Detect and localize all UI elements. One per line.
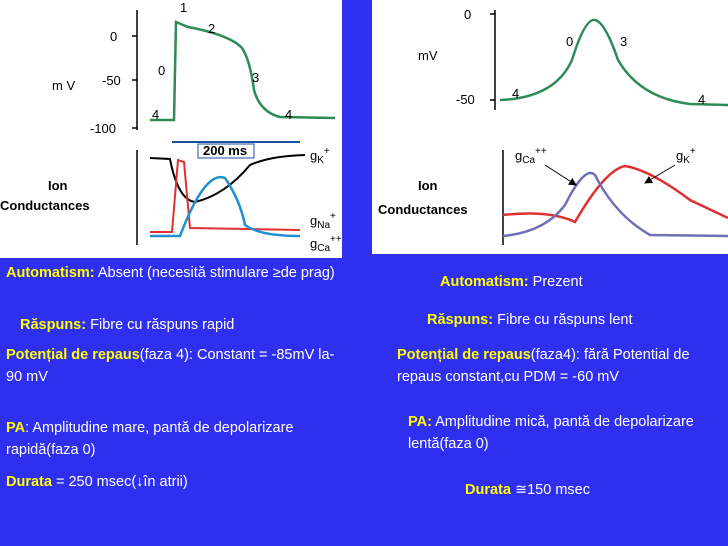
- conductance-title: Conductances: [0, 198, 90, 213]
- tick-label: -50: [102, 73, 121, 88]
- text-block: Automatism: Absent (necesită stimulare ≥…: [6, 262, 346, 284]
- label: PA: [6, 420, 26, 436]
- tick-label: 0: [110, 29, 117, 44]
- action-potential: [499, 18, 728, 107]
- axis-unit: mV: [418, 48, 438, 63]
- phase-label: 2: [208, 21, 215, 36]
- text: : Amplitudine mare, pantă de depolarizar…: [6, 420, 294, 458]
- left-axis: [132, 10, 138, 245]
- text-block: Durata ≅150 msec: [465, 479, 590, 501]
- phase-label: 4: [698, 92, 705, 107]
- phase-label: 0: [566, 34, 573, 49]
- pointer-arrow: [644, 164, 676, 184]
- current-label: gK+: [310, 146, 330, 166]
- conductance-title: Ion: [48, 178, 68, 193]
- tick-label: -100: [90, 121, 116, 136]
- text: Absent (necesită stimulare ≥de prag): [97, 265, 335, 281]
- current-label: gK+: [676, 146, 696, 166]
- label: Automatism:: [440, 274, 529, 290]
- phase-label: 4: [152, 107, 159, 122]
- left-panel: [0, 0, 342, 258]
- current-label: gCa++: [515, 146, 547, 166]
- conductance-title: Conductances: [378, 202, 468, 217]
- tick-label: 0: [464, 7, 471, 22]
- label: Potențial de repaus: [6, 347, 140, 363]
- text-block: Automatism: Prezent: [440, 271, 583, 293]
- gca-curve: [150, 175, 301, 238]
- gca-curve: [502, 171, 728, 238]
- gk-curve: [149, 154, 306, 204]
- pointer-arrow: [544, 164, 577, 186]
- figures: 0 -50 -100 m V 1 2 0 3 4 4 200 ms Ion Co…: [0, 0, 728, 258]
- text-block: Potențial de repaus(faza4): fără Potenti…: [397, 344, 722, 388]
- text: ≅150 msec: [514, 482, 590, 498]
- label: Răspuns:: [20, 317, 87, 333]
- duration-box: [197, 143, 255, 159]
- phase-label: 3: [620, 34, 627, 49]
- text-block: PA: Amplitudine mare, pantă de depolariz…: [6, 417, 296, 461]
- conductance-title: Ion: [418, 178, 438, 193]
- text: Fibre cu răspuns rapid: [90, 317, 235, 333]
- phase-label: 3: [252, 70, 259, 85]
- gna-curve: [150, 158, 301, 233]
- phase-label: 4: [512, 86, 519, 101]
- label: Durata: [6, 474, 52, 490]
- phase-label: 0: [158, 63, 165, 78]
- label: Răspuns:: [427, 312, 494, 328]
- action-potential: [150, 20, 336, 122]
- text: = 250 msec(↓în atrii): [55, 474, 188, 490]
- label: Potențial de repaus: [397, 347, 531, 363]
- text-block: Potențial de repaus(faza 4): Constant = …: [6, 344, 346, 388]
- text: (faza4): fără Potential de repaus consta…: [397, 347, 690, 385]
- label: Durata: [465, 482, 511, 498]
- current-label: gNa+: [310, 211, 336, 231]
- current-label: gCa++: [310, 234, 342, 254]
- phase-label: 4: [285, 107, 292, 122]
- text: Prezent: [532, 274, 583, 290]
- text-block: Răspuns: Fibre cu răspuns lent: [427, 309, 633, 331]
- text: (faza 4): Constant = -85mV la-90 mV: [6, 347, 335, 385]
- gk-curve: [502, 164, 728, 224]
- text: Amplitudine mică, pantă de depolarizare …: [408, 414, 694, 452]
- phase-label: 1: [180, 0, 187, 15]
- text-block: Răspuns: Fibre cu răspuns rapid: [20, 314, 234, 336]
- text: Fibre cu răspuns lent: [497, 312, 633, 328]
- axis-unit: m V: [52, 78, 75, 93]
- duration-label: 200 ms: [203, 143, 247, 158]
- text-block: PA: Amplitudine mică, pantă de depolariz…: [408, 411, 698, 455]
- text-block: Durata = 250 msec(↓în atrii): [6, 471, 188, 493]
- label: Automatism:: [6, 265, 95, 281]
- right-axis: [490, 10, 504, 245]
- right-panel: [372, 0, 728, 254]
- tick-label: -50: [456, 92, 475, 107]
- label: PA:: [408, 414, 432, 430]
